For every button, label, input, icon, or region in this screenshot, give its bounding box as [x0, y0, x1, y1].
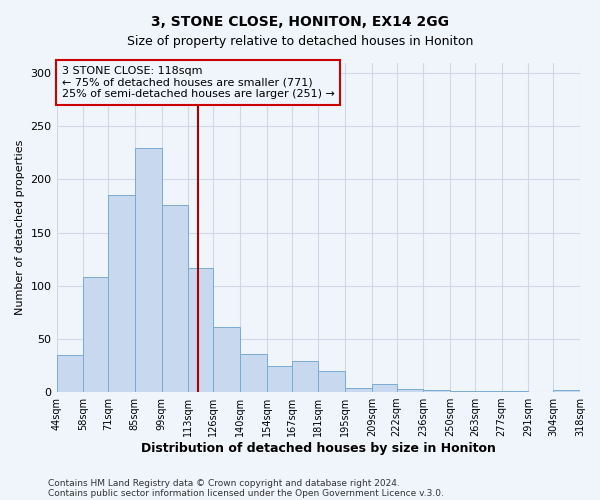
Bar: [292, 362, 318, 392]
Y-axis label: Number of detached properties: Number of detached properties: [15, 140, 25, 315]
Bar: [372, 384, 397, 392]
Bar: [397, 389, 424, 392]
Text: Size of property relative to detached houses in Honiton: Size of property relative to detached ho…: [127, 35, 473, 48]
Bar: [240, 354, 266, 392]
Bar: [266, 366, 292, 392]
Bar: [83, 278, 108, 392]
Bar: [345, 388, 372, 392]
X-axis label: Distribution of detached houses by size in Honiton: Distribution of detached houses by size …: [141, 442, 496, 455]
Text: Contains public sector information licensed under the Open Government Licence v.: Contains public sector information licen…: [48, 488, 444, 498]
Bar: [161, 205, 188, 392]
Bar: [553, 390, 580, 392]
Bar: [56, 355, 83, 392]
Bar: [502, 391, 529, 392]
Text: 3, STONE CLOSE, HONITON, EX14 2GG: 3, STONE CLOSE, HONITON, EX14 2GG: [151, 15, 449, 29]
Bar: [213, 327, 240, 392]
Bar: [188, 268, 213, 392]
Bar: [424, 390, 450, 392]
Bar: [108, 196, 135, 392]
Text: 3 STONE CLOSE: 118sqm
← 75% of detached houses are smaller (771)
25% of semi-det: 3 STONE CLOSE: 118sqm ← 75% of detached …: [62, 66, 335, 99]
Text: Contains HM Land Registry data © Crown copyright and database right 2024.: Contains HM Land Registry data © Crown c…: [48, 478, 400, 488]
Bar: [450, 391, 475, 392]
Bar: [135, 148, 161, 392]
Bar: [475, 391, 502, 392]
Bar: [318, 371, 345, 392]
